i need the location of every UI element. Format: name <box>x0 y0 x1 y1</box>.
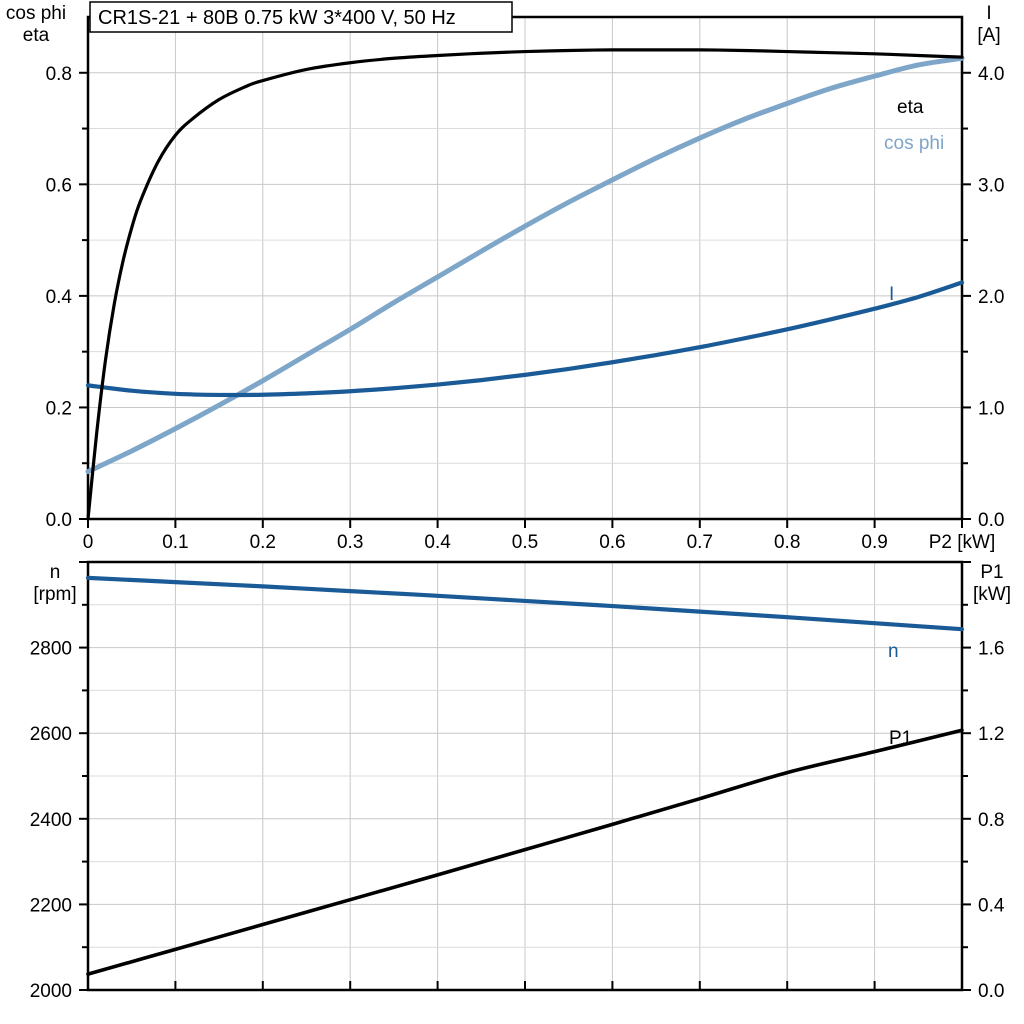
y-right-tick-label: 2.0 <box>978 287 1004 308</box>
y-left-tick-label: 0.8 <box>46 64 72 85</box>
y-left-tick-label: 2800 <box>30 639 72 660</box>
curve-n <box>85 575 965 632</box>
curve-label-speed: n <box>888 641 899 662</box>
x-tick-label: P2 [kW] <box>929 532 996 553</box>
curve-eta <box>86 48 964 521</box>
x-tick-label: 0.9 <box>861 532 887 553</box>
curve-label-cos-phi: cos phi <box>884 133 944 154</box>
x-tick-label: 0.1 <box>162 532 188 553</box>
top-left-axis-title-line1: cos phi <box>6 3 66 24</box>
y-right-tick-label: 0.0 <box>978 981 1004 1002</box>
x-tick-label: 0.7 <box>687 532 713 553</box>
top-chart-tickmarks <box>79 71 971 528</box>
bottom-chart: 2000 2200 2400 2600 2800 0.0 0.4 0.8 1.2 1.6 n P1 n… <box>30 560 1011 1002</box>
x-tick-label: 0.2 <box>250 532 276 553</box>
curve-cos-phi <box>85 55 965 475</box>
y-left-tick-label: 2000 <box>30 981 72 1002</box>
curve-label-p1: P1 <box>889 728 912 749</box>
bottom-chart-gridlines <box>88 562 962 990</box>
y-right-tick-label: 1.6 <box>978 639 1004 660</box>
chart-title: CR1S-21 + 80B 0.75 kW 3*400 V, 50 Hz <box>98 7 456 29</box>
y-left-tick-label: 0.6 <box>46 175 72 196</box>
bottom-right-axis-title-line1: P1 <box>980 562 1003 583</box>
bottom-chart-labels: 2000 2200 2400 2600 2800 0.0 0.4 0.8 1.2 1.6 n P1 <box>30 639 1005 1002</box>
y-left-tick-label: 2200 <box>30 895 72 916</box>
x-tick-label: 0 <box>83 532 94 553</box>
y-left-tick-label: 0.4 <box>46 287 73 308</box>
curve-P1 <box>86 728 964 976</box>
y-right-tick-label: 4.0 <box>978 64 1004 85</box>
y-right-tick-label: 1.2 <box>978 724 1004 745</box>
curve-label-eta: eta <box>897 97 924 118</box>
bottom-left-axis-title-line2: [rpm] <box>33 584 76 605</box>
top-right-axis-title-line1: I <box>986 3 991 24</box>
bottom-right-axis-title-line2: [kW] <box>973 584 1011 605</box>
y-right-tick-label: 0.0 <box>978 510 1004 531</box>
y-right-tick-label: 0.4 <box>978 895 1005 916</box>
curve-label-current: I <box>889 284 894 305</box>
y-right-tick-label: 1.0 <box>978 398 1004 419</box>
top-chart-curves <box>85 48 965 521</box>
y-left-tick-label: 2400 <box>30 810 72 831</box>
x-tick-label: 0.6 <box>599 532 625 553</box>
top-left-axis-title-line2: eta <box>23 25 50 46</box>
x-tick-label: 0.3 <box>337 532 363 553</box>
curve-I <box>85 280 965 398</box>
top-chart-labels: 0 0.1 0.2 0.3 0.4 0.5 0.6 0.7 0.8 0.9 P2 [kW]0.00.… <box>46 64 1005 553</box>
y-right-tick-label: 3.0 <box>978 175 1004 196</box>
title-box <box>89 1 513 33</box>
bottom-left-axis-title-line1: n <box>50 562 61 583</box>
top-right-axis-title-line2: [A] <box>977 25 1000 46</box>
x-tick-label: 0.5 <box>512 532 538 553</box>
top-chart-gridlines <box>88 17 962 519</box>
y-left-tick-label: 0.2 <box>46 398 72 419</box>
x-tick-label: 0.4 <box>424 532 451 553</box>
y-right-tick-label: 0.8 <box>978 810 1004 831</box>
bottom-chart-tickmarks <box>79 561 971 991</box>
x-tick-label: 0.8 <box>774 532 800 553</box>
top-chart: 0 0.1 0.2 0.3 0.4 0.5 0.6 0.7 0.8 0.9 P2 [kW]0.00.… <box>6 1 1005 553</box>
y-left-tick-label: 2600 <box>30 724 72 745</box>
y-left-tick-label: 0.0 <box>46 510 72 531</box>
bottom-chart-curves <box>85 575 965 976</box>
